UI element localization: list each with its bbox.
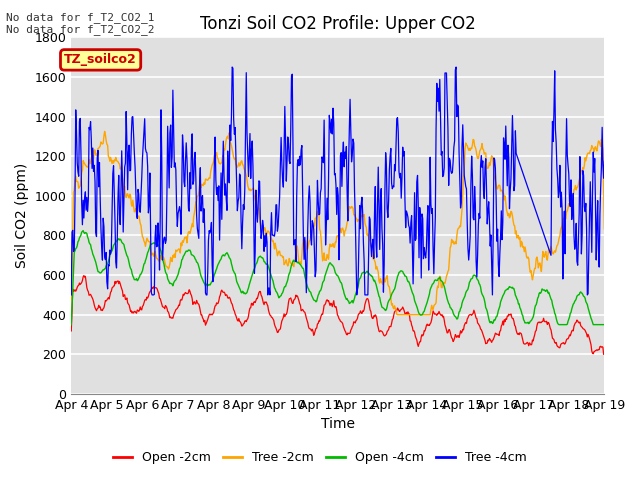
Title: Tonzi Soil CO2 Profile: Upper CO2: Tonzi Soil CO2 Profile: Upper CO2	[200, 15, 476, 33]
X-axis label: Time: Time	[321, 418, 355, 432]
Legend: Open -2cm, Tree -2cm, Open -4cm, Tree -4cm: Open -2cm, Tree -2cm, Open -4cm, Tree -4…	[108, 446, 532, 469]
Y-axis label: Soil CO2 (ppm): Soil CO2 (ppm)	[15, 163, 29, 268]
Text: No data for f_T2_CO2_1
No data for f_T2_CO2_2: No data for f_T2_CO2_1 No data for f_T2_…	[6, 12, 155, 36]
Text: TZ_soilco2: TZ_soilco2	[64, 53, 137, 66]
